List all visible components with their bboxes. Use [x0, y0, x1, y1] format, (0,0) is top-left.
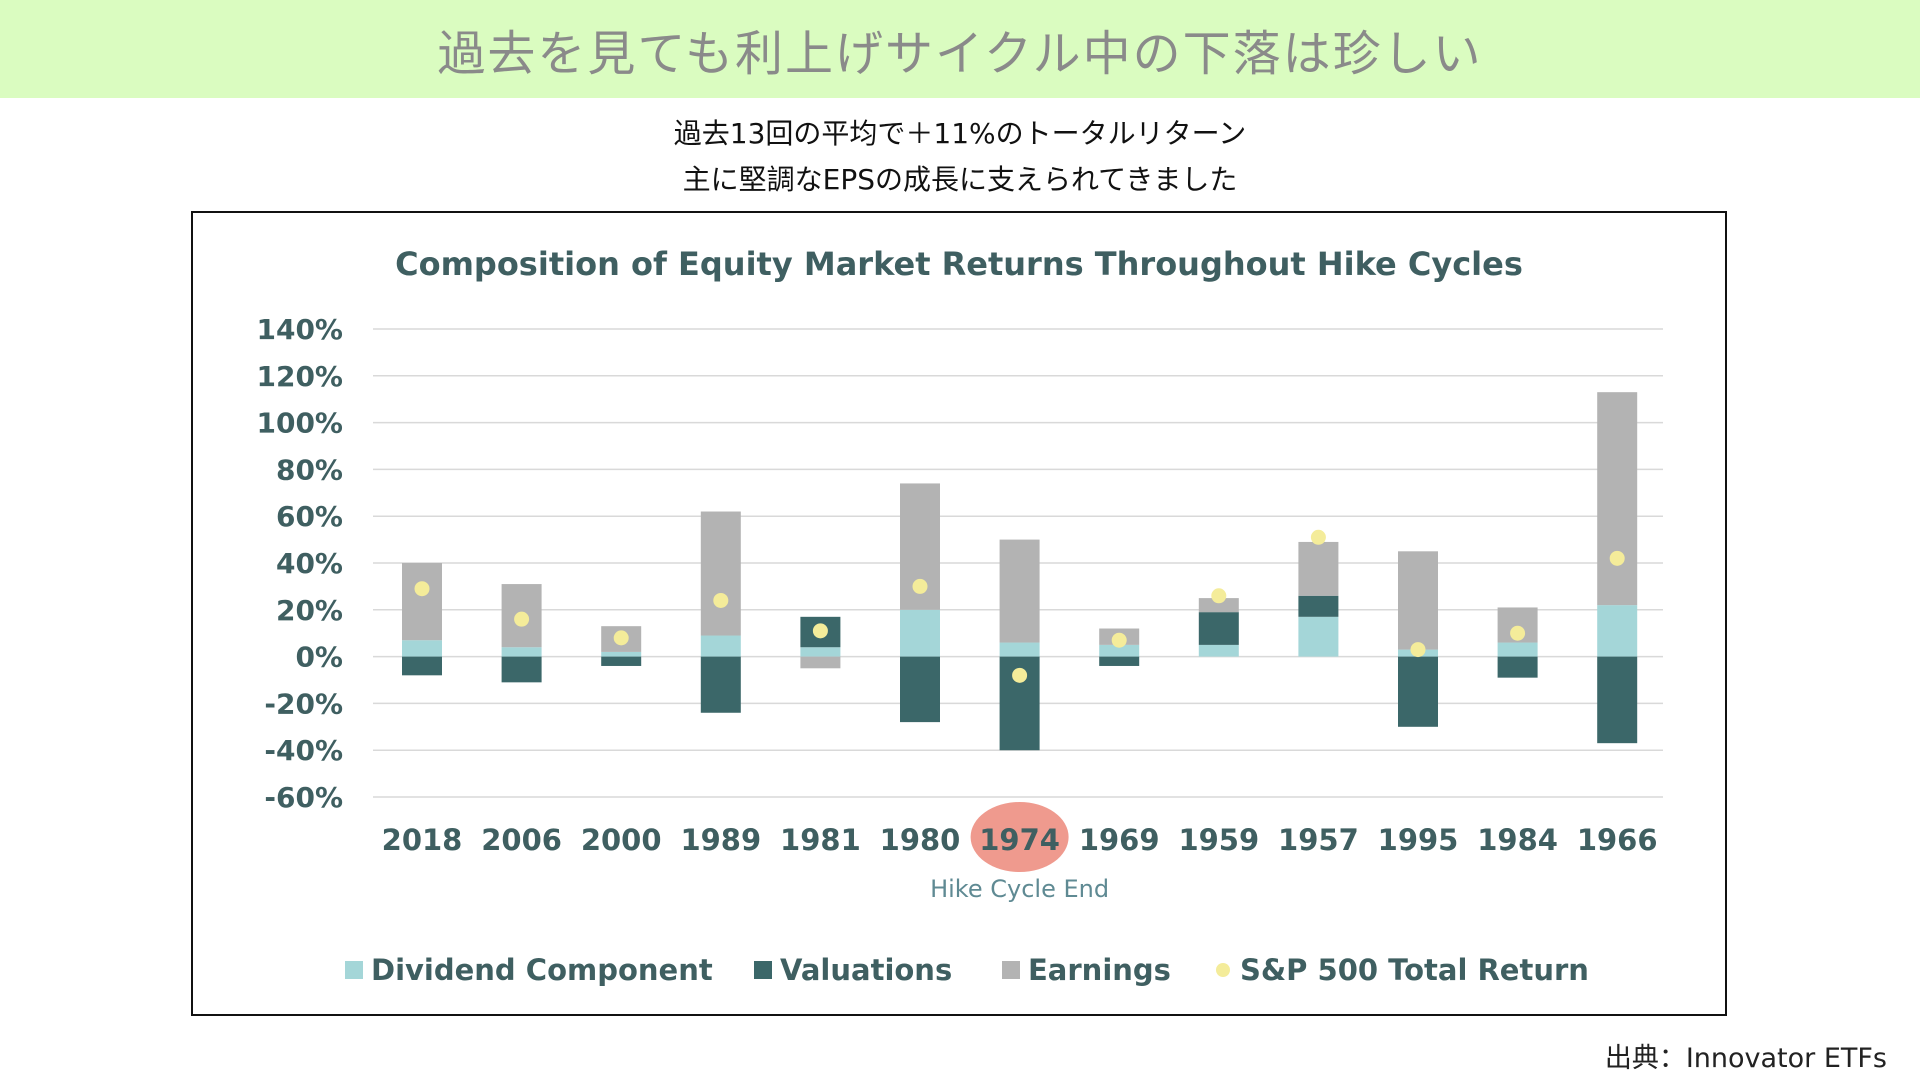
chart-title: Composition of Equity Market Returns Thr… — [395, 245, 1523, 283]
legend-swatch-valuations — [754, 961, 772, 979]
x-tick-label: 2006 — [481, 823, 562, 857]
total-return-point — [1012, 667, 1028, 683]
bar-valuations — [1497, 656, 1538, 678]
bar-valuations — [402, 656, 442, 676]
bar-dividend-component — [1198, 644, 1239, 657]
bar-earnings — [1597, 392, 1638, 606]
total-return-point — [912, 578, 928, 594]
bar-earnings — [402, 563, 442, 641]
total-return-point — [1410, 642, 1426, 658]
total-return-point — [613, 630, 629, 646]
x-tick-label: 1969 — [1079, 823, 1160, 857]
bar-dividend-component — [900, 609, 940, 657]
total-return-point — [713, 592, 729, 608]
x-tick-label: 1981 — [780, 823, 861, 857]
x-tick-label: 1966 — [1577, 823, 1658, 857]
total-return-point — [812, 623, 828, 639]
total-return-point — [414, 581, 430, 597]
bar-valuations — [1298, 595, 1339, 617]
y-tick-label: -20% — [264, 687, 343, 720]
x-tick-label: 1974 — [979, 823, 1060, 857]
legend-swatch-s-p-500-total-return — [1216, 963, 1230, 977]
bar-dividend-component — [999, 642, 1040, 657]
bar-valuations — [1398, 656, 1438, 727]
legend-label-earnings: Earnings — [1028, 953, 1171, 987]
x-tick-label: 1984 — [1477, 823, 1558, 857]
bar-dividend-component — [601, 651, 642, 657]
total-return-point — [1510, 625, 1526, 641]
x-tick-label: 1959 — [1178, 823, 1259, 857]
x-tick-label: 1980 — [880, 823, 961, 857]
bar-dividend-component — [1597, 605, 1638, 657]
bar-earnings — [1198, 598, 1239, 613]
highlight-circle — [970, 802, 1069, 872]
x-tick-label: 2000 — [581, 823, 662, 857]
total-return-point — [1211, 588, 1227, 604]
bar-valuations — [900, 656, 940, 723]
legend-label-valuations: Valuations — [780, 953, 952, 987]
y-tick-label: 60% — [276, 500, 343, 533]
bar-valuations — [700, 656, 741, 713]
subtitle-line-2: 主に堅調なEPSの成長に支えられてきました — [682, 163, 1238, 196]
bar-dividend-component — [1099, 644, 1140, 657]
y-tick-label: 80% — [276, 453, 343, 486]
bar-earnings — [1298, 541, 1339, 596]
total-return-point — [1111, 632, 1127, 648]
chart-frame: Composition of Equity Market Returns Thr… — [191, 211, 1727, 1016]
bar-dividend-component — [501, 647, 542, 657]
bar-valuations — [1099, 656, 1140, 666]
legend-swatch-earnings — [1002, 961, 1020, 979]
y-tick-label: 100% — [256, 407, 343, 440]
total-return-point — [1609, 550, 1625, 566]
bar-dividend-component — [700, 635, 741, 657]
bar-dividend-component — [800, 647, 841, 657]
legend-label-dividend-component: Dividend Component — [371, 953, 713, 987]
y-tick-label: 0% — [295, 641, 343, 674]
bar-valuations — [1198, 612, 1239, 645]
banner-title: 過去を見ても利上げサイクル中の下落は珍しい — [437, 26, 1483, 82]
total-return-point — [514, 611, 530, 627]
y-tick-label: 40% — [276, 547, 343, 580]
x-tick-label: 2018 — [382, 823, 463, 857]
bar-dividend-component — [402, 640, 442, 657]
bar-valuations — [1597, 656, 1638, 744]
title-banner: 過去を見ても利上げサイクル中の下落は珍しい — [0, 0, 1920, 98]
y-tick-label: -60% — [264, 781, 343, 814]
annotation-hike-cycle-end: Hike Cycle End — [930, 875, 1109, 903]
bar-dividend-component — [1298, 616, 1339, 657]
bar-dividend-component — [1497, 642, 1538, 657]
subtitle-line-1: 過去13回の平均で＋11%のトータルリターン — [673, 117, 1247, 150]
x-tick-label: 1957 — [1278, 823, 1359, 857]
y-tick-label: 20% — [276, 594, 343, 627]
legend-label-s-p-500-total-return: S&P 500 Total Return — [1240, 953, 1589, 987]
x-tick-label: 1995 — [1378, 823, 1459, 857]
bar-earnings — [1398, 551, 1438, 650]
bar-earnings — [800, 656, 841, 669]
y-tick-label: 140% — [256, 313, 343, 346]
x-tick-label: 1989 — [680, 823, 761, 857]
total-return-point — [1310, 529, 1326, 545]
bar-earnings — [999, 539, 1040, 643]
source-note: 出典：Innovator ETFs — [1604, 1043, 1887, 1074]
y-tick-label: 120% — [256, 360, 343, 393]
y-tick-label: -40% — [264, 734, 343, 767]
legend-swatch-dividend-component — [345, 961, 363, 979]
bar-earnings — [700, 511, 741, 636]
bar-valuations — [501, 656, 542, 683]
chart-canvas: Composition of Equity Market Returns Thr… — [256, 245, 1663, 987]
bar-valuations — [601, 656, 642, 666]
